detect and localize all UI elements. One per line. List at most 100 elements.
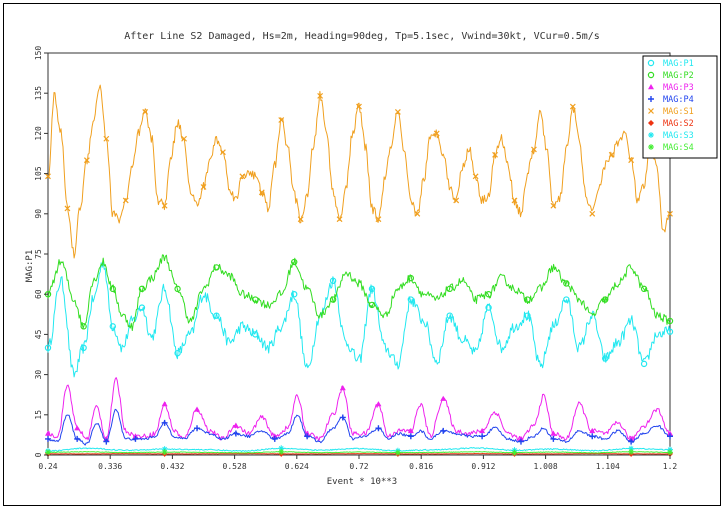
series-mag-p2 <box>44 254 674 331</box>
data-point-mag-s4 <box>278 448 285 455</box>
data-point-mag-p4 <box>407 433 414 440</box>
data-point-mag-p2 <box>109 285 116 293</box>
data-point-mag-s1 <box>550 202 557 209</box>
data-point-mag-s1 <box>628 157 635 164</box>
data-point-mag-s1 <box>356 103 362 110</box>
y-tick-label: 150 <box>34 46 43 61</box>
series-line-mag-s1 <box>47 84 671 259</box>
data-point-mag-p1 <box>407 296 415 303</box>
data-point-mag-p2 <box>174 285 181 293</box>
data-point-mag-p1 <box>109 323 116 330</box>
data-point-mag-s4 <box>45 449 51 456</box>
x-tick-label: 1.008 <box>534 462 558 471</box>
data-point-mag-p1 <box>640 360 648 368</box>
data-point-mag-p4 <box>375 425 382 432</box>
data-point-mag-s4 <box>628 448 635 455</box>
chart-title: After Line S2 Damaged, Hs=2m, Heading=90… <box>124 31 600 42</box>
series-line-mag-p1 <box>47 261 671 378</box>
legend-marker-mag-s1 <box>648 108 654 114</box>
data-point-mag-s1 <box>336 216 343 223</box>
series-mag-s1 <box>45 84 673 259</box>
data-point-mag-p2 <box>446 285 453 293</box>
data-point-mag-s1 <box>278 117 285 123</box>
data-point-mag-p4 <box>271 435 278 442</box>
data-point-mag-p4 <box>667 433 673 440</box>
data-point-mag-p4 <box>628 438 635 445</box>
legend-label-mag-s1: MAG:S1 <box>663 107 694 117</box>
y-tick-label: 15 <box>34 410 43 420</box>
legend-marker-mag-s4 <box>648 144 654 150</box>
legend-marker-mag-p2 <box>647 71 655 79</box>
data-point-mag-p1 <box>446 312 453 319</box>
data-point-mag-p2 <box>80 323 87 330</box>
data-point-mag-p3 <box>74 425 81 431</box>
data-point-mag-p3 <box>232 422 239 428</box>
data-point-mag-s1 <box>394 109 401 115</box>
legend-box <box>642 55 718 159</box>
data-point-mag-s4 <box>161 449 168 456</box>
data-point-mag-s1 <box>103 135 110 142</box>
data-point-mag-s1 <box>569 103 576 110</box>
data-point-mag-p2 <box>407 274 415 282</box>
data-point-mag-p1 <box>213 312 220 319</box>
data-point-mag-p1 <box>44 344 52 351</box>
y-tick-label: 90 <box>34 209 43 219</box>
legend-label-mag-p3: MAG:P3 <box>663 83 694 93</box>
data-point-mag-s1 <box>608 151 615 158</box>
data-point-mag-p4 <box>132 435 139 442</box>
data-point-mag-p3 <box>667 430 673 436</box>
data-point-mag-s1 <box>433 130 440 137</box>
data-point-mag-s1 <box>200 184 207 190</box>
data-point-mag-s1 <box>453 197 460 204</box>
data-point-mag-s1 <box>297 216 304 223</box>
series-mag-p3 <box>45 377 673 442</box>
legend-label-mag-s3: MAG:S3 <box>663 131 694 141</box>
x-tick-label: 0.336 <box>98 462 122 471</box>
data-point-mag-p4 <box>304 433 311 440</box>
data-point-mag-p2 <box>138 285 146 293</box>
data-point-mag-p2 <box>485 291 492 298</box>
series-line-mag-p2 <box>47 254 671 331</box>
data-point-mag-p3 <box>517 435 524 442</box>
data-point-mag-s1 <box>142 109 149 115</box>
data-point-mag-p1 <box>138 304 146 311</box>
y-tick-label: 105 <box>34 166 43 181</box>
data-point-mag-p2 <box>563 280 570 287</box>
data-point-mag-p4 <box>440 427 447 434</box>
data-point-mag-p4 <box>232 430 239 437</box>
y-tick-label: 120 <box>34 126 43 141</box>
data-point-mag-s1 <box>511 197 518 204</box>
x-tick-label: 0.624 <box>285 462 309 471</box>
data-point-mag-p3 <box>550 430 557 436</box>
data-point-mag-p2 <box>252 296 259 303</box>
data-point-mag-s4 <box>511 449 518 456</box>
x-tick-label: 0.912 <box>471 462 495 471</box>
data-point-mag-p3 <box>271 433 278 439</box>
legend-label-mag-p4: MAG:P4 <box>663 95 694 105</box>
data-point-mag-p1 <box>329 277 337 284</box>
series-mag-p4 <box>45 408 673 446</box>
data-point-mag-p3 <box>45 430 51 436</box>
legend-label-mag-p1: MAG:P1 <box>663 59 694 69</box>
data-point-mag-s1 <box>531 146 537 153</box>
data-point-mag-s1 <box>64 205 71 212</box>
data-point-mag-p4 <box>550 435 557 442</box>
data-point-mag-p3 <box>375 401 382 407</box>
data-point-mag-p4 <box>161 419 168 426</box>
data-point-mag-s1 <box>45 173 51 180</box>
data-point-mag-p1 <box>291 291 298 298</box>
data-point-mag-p2 <box>213 264 220 271</box>
data-point-mag-p1 <box>80 344 87 351</box>
y-tick-label: 30 <box>34 370 43 380</box>
legend-marker-mag-s3 <box>648 132 654 138</box>
data-point-mag-s1 <box>220 149 226 156</box>
plot-area <box>47 52 671 456</box>
legend-marker-mag-p4 <box>648 96 654 102</box>
data-point-mag-s1 <box>414 210 421 217</box>
data-point-mag-p4 <box>74 435 81 442</box>
data-point-mag-p4 <box>479 433 486 440</box>
data-point-mag-p2 <box>602 296 609 303</box>
data-point-mag-p2 <box>291 258 298 266</box>
legend-label-mag-s2: MAG:S2 <box>663 119 694 129</box>
series-mag-p1 <box>44 261 674 378</box>
